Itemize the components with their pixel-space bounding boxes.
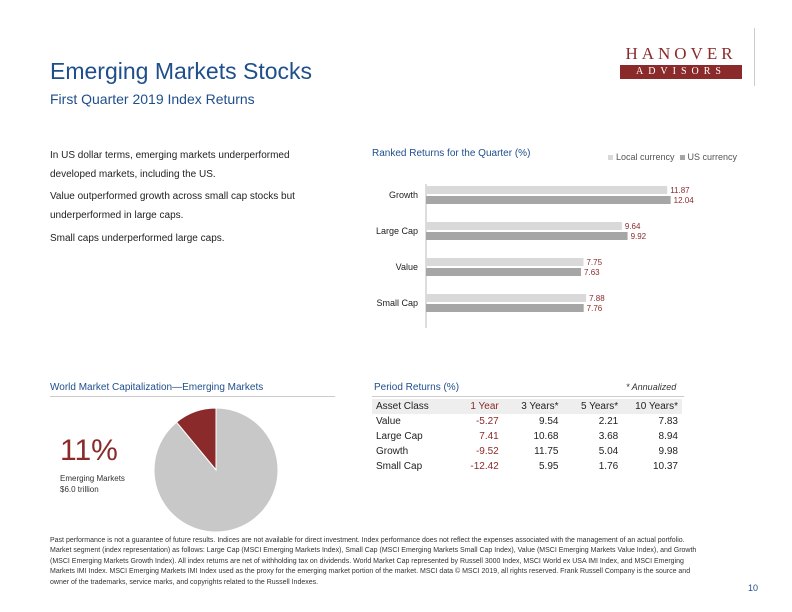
disclaimer-footnote: Past performance is not a guarantee of f… [50, 537, 697, 586]
chart-legend: Local currency US currency [608, 152, 737, 162]
world-market-cap-title: World Market Capitalization—Emerging Mar… [50, 382, 264, 393]
period-returns-title: Period Returns (%) [374, 382, 460, 393]
pie-caption-value: $6.0 trillion [60, 485, 99, 494]
bullet-text-3: Small caps underperformed large caps. [50, 233, 225, 244]
period-returns-table: Asset Class 1 Year 3 Years* 5 Years* 10 Year… [372, 399, 682, 474]
table-row: Large Cap 7.41 10.68 3.68 8.94 [372, 429, 682, 444]
bar-usd [426, 268, 582, 276]
logo-wordmark-top: HANOVER [625, 44, 737, 63]
table-cell-value: 10.68 [533, 431, 559, 442]
table-cell-value: 10.37 [652, 461, 678, 472]
bar-category-label: Growth [389, 190, 418, 200]
table-cell-value: -9.52 [475, 446, 499, 457]
bar-category-label: Value [396, 262, 418, 272]
bar-local [426, 258, 584, 266]
table-header-cell: 3 Years* [502, 399, 563, 414]
table-header-row: Asset Class 1 Year 3 Years* 5 Years* 10 Year… [372, 399, 682, 414]
table-row: Growth -9.52 11.75 5.04 9.98 [372, 444, 682, 459]
page-number: 10 [748, 583, 759, 593]
table-cell-value: 2.21 [598, 416, 619, 427]
bar-usd [426, 196, 671, 204]
table-cell-value: 3.68 [598, 431, 619, 442]
pie-caption: Emerging Markets $6.0 trillion [60, 473, 125, 495]
pie-caption-name: Emerging Markets [60, 474, 125, 483]
bar-category-label: Large Cap [376, 226, 418, 236]
pie-percent-label: 11% [60, 434, 118, 467]
table-header-cell: Asset Class [372, 399, 460, 414]
world-market-cap-pie-chart [153, 407, 279, 533]
bar-usd [426, 304, 584, 312]
ranked-returns-title: Ranked Returns for the Quarter (%) [372, 148, 531, 159]
table-row: Small Cap -12.42 5.95 1.76 10.37 [372, 459, 682, 474]
header-divider [754, 28, 755, 86]
table-row-label: Growth [376, 446, 409, 457]
legend-label-local: Local currency [616, 152, 675, 162]
logo-wordmark-bottom: ADVISORS [620, 65, 742, 79]
legend-swatch-usd [679, 155, 685, 161]
table-row-label: Large Cap [376, 431, 423, 442]
table-cell-value: -12.42 [470, 461, 499, 472]
bar-local [426, 222, 622, 230]
bullet-text-1: In US dollar terms, emerging markets und… [50, 150, 290, 180]
annualized-note: * Annualized [626, 382, 677, 392]
table-cell-value: 1.76 [598, 461, 619, 472]
table-title-rule [372, 396, 684, 397]
bar-local [426, 186, 668, 194]
table-cell-value: 9.54 [539, 416, 559, 427]
table-row-label: Small Cap [376, 461, 423, 472]
table-cell-value: 7.41 [479, 431, 499, 442]
bar-value-label: 9.92 [631, 232, 647, 241]
table-row: Value -5.27 9.54 2.21 7.83 [372, 414, 682, 429]
table-header-cell: 5 Years* [562, 399, 623, 414]
bar-local [426, 294, 587, 302]
bar-category-label: Small Cap [376, 298, 418, 308]
bar-value-label: 12.04 [674, 196, 695, 205]
table-row-label: Value [376, 416, 401, 427]
bar-value-label: 7.63 [584, 268, 600, 277]
pie-title-rule [50, 396, 335, 397]
table-cell-value: 5.95 [539, 461, 559, 472]
table-cell-value: 9.98 [658, 446, 678, 457]
bullet-text-2: Value outperformed growth across small c… [50, 191, 295, 221]
table-cell-value: 7.83 [658, 416, 678, 427]
page-subtitle: First Quarter 2019 Index Returns [50, 91, 255, 107]
table-header-cell: 10 Years* [622, 399, 682, 414]
table-header-cell: 1 Year [459, 399, 503, 414]
legend-label-usd: US currency [687, 152, 738, 162]
company-logo: HANOVER ADVISORS [620, 44, 742, 79]
bar-value-label: 9.64 [625, 222, 641, 231]
table-cell-value: 11.75 [534, 446, 559, 457]
legend-swatch-local [608, 155, 613, 161]
bar-value-label: 7.88 [589, 294, 605, 303]
bar-value-label: 7.76 [587, 304, 603, 313]
page-title: Emerging Markets Stocks [50, 58, 313, 84]
pie-slice-rest [153, 407, 279, 533]
bar-value-label: 7.75 [586, 258, 602, 267]
bar-value-label: 11.87 [670, 186, 690, 195]
table-cell-value: 8.94 [658, 431, 678, 442]
table-cell-value: -5.27 [475, 416, 499, 427]
table-cell-value: 5.04 [598, 446, 619, 457]
bar-usd [426, 232, 628, 240]
